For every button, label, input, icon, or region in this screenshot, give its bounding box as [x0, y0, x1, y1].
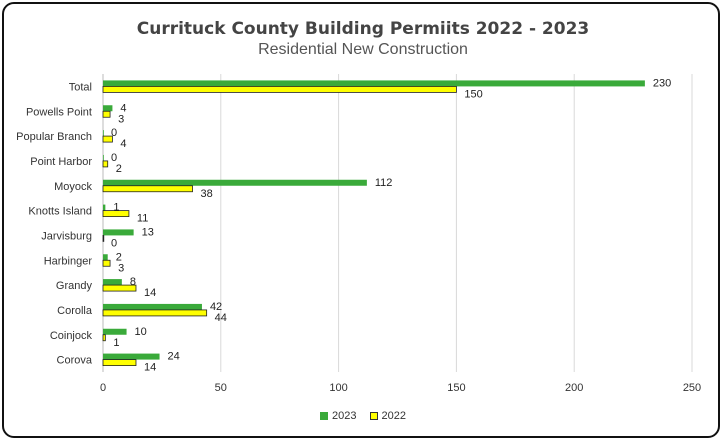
x-tick-label: 0: [100, 382, 106, 394]
data-label-2023: 230: [653, 77, 671, 89]
bar-2023: [103, 229, 134, 236]
data-label-2023: 112: [375, 177, 393, 189]
bar-2022: [102, 135, 113, 143]
chart-legend: 2023 2022: [0, 410, 726, 423]
x-tick-label: 50: [215, 382, 227, 394]
category-label: Corolla: [57, 305, 93, 317]
data-label-2023: 0: [111, 127, 117, 139]
data-label-2022: 1: [113, 337, 119, 349]
chart-subtitle: Residential New Construction: [258, 41, 468, 58]
legend-swatch-2022: [369, 412, 378, 420]
x-tick-label: 100: [329, 382, 347, 394]
x-tick-label: 250: [683, 382, 701, 394]
data-label-2022: 14: [144, 287, 156, 299]
bar-2023: [103, 328, 127, 335]
data-label-2023: 24: [168, 351, 180, 363]
data-label-2022: 4: [120, 138, 126, 150]
category-label: Total: [69, 81, 92, 93]
bar-2023: [103, 179, 367, 186]
data-label-2023: 0: [111, 152, 117, 164]
data-label-2023: 4: [120, 102, 126, 114]
chart-title: Currituck County Building Permiits 2022 …: [136, 19, 590, 39]
data-label-2022: 2: [116, 163, 122, 175]
bar-2023: [103, 154, 104, 161]
data-label-2022: 3: [118, 113, 124, 125]
bar-2022: [102, 259, 111, 267]
category-label: Knotts Island: [28, 206, 92, 218]
legend-item-2022: 2022: [369, 410, 407, 422]
bar-2022: [102, 309, 208, 317]
data-label-2022: 11: [137, 213, 148, 225]
bar-2023: [103, 204, 106, 211]
legend-swatch-2023: [319, 412, 328, 420]
bar-2022: [102, 235, 105, 242]
x-tick-label: 200: [565, 382, 583, 394]
category-label: Jarvisburg: [41, 230, 92, 242]
bar-2022: [102, 210, 130, 217]
bar-2023: [103, 80, 645, 87]
data-label-2022: 3: [118, 262, 124, 274]
x-tick-label: 150: [447, 382, 465, 394]
category-label: Grandy: [56, 280, 93, 292]
bar-2023: [103, 279, 122, 286]
bar-2023: [103, 303, 202, 310]
data-label-2023: 10: [135, 326, 147, 338]
bar-2023: [103, 130, 104, 137]
data-label-2023: 8: [130, 276, 136, 288]
bar-2023: [103, 254, 108, 261]
bar-2023: [103, 105, 113, 112]
category-label: Coinjock: [50, 330, 93, 342]
data-label-2023: 2: [116, 251, 122, 263]
bar-2022: [102, 334, 106, 342]
data-label-2023: 1: [113, 202, 119, 214]
category-label: Point Harbor: [30, 156, 92, 168]
data-label-2023: 13: [142, 226, 154, 238]
bar-2022: [102, 160, 109, 168]
data-label-2022: 150: [464, 88, 482, 100]
legend-label-2023: 2023: [331, 410, 357, 422]
bar-2022: [102, 110, 111, 118]
category-label: Corova: [57, 355, 93, 367]
bar-2023: [103, 353, 160, 360]
category-label: Harbinger: [44, 255, 93, 267]
bar-2022: [102, 359, 137, 366]
bar-2022: [102, 284, 137, 292]
data-label-2022: 14: [144, 362, 156, 374]
category-label: Popular Branch: [16, 131, 92, 143]
legend-item-2023: 2023: [319, 410, 357, 422]
legend-label-2022: 2022: [381, 410, 407, 422]
bar-2022: [102, 86, 457, 93]
data-label-2022: 44: [215, 312, 227, 324]
category-label: Powells Point: [26, 106, 92, 118]
data-label-2023: 42: [210, 301, 222, 313]
data-label-2022: 38: [201, 188, 213, 200]
category-label: Moyock: [54, 181, 92, 193]
bar-2022: [102, 185, 193, 193]
data-label-2022: 0: [111, 237, 117, 249]
